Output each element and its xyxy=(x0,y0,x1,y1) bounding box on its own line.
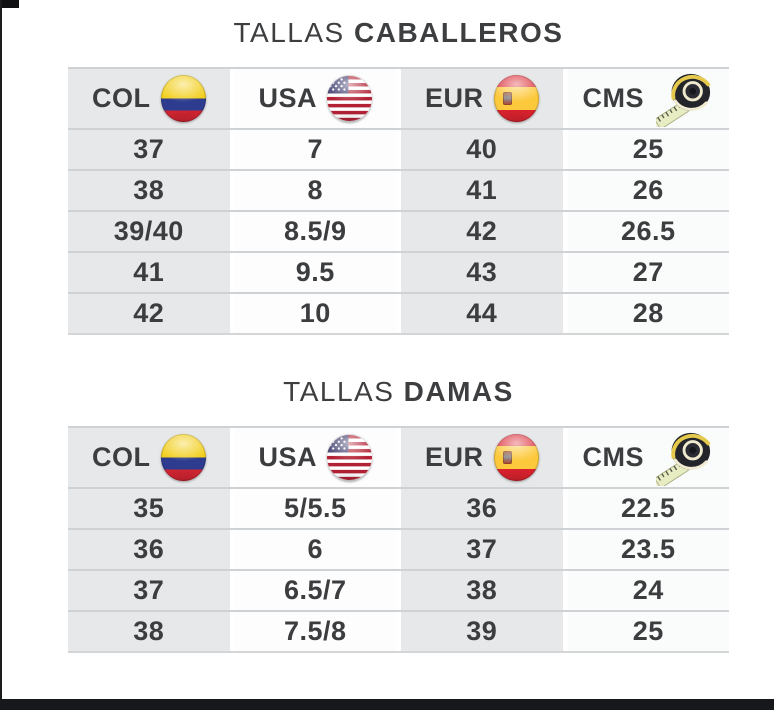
size-value-cell: 25 xyxy=(567,612,729,651)
header-cell-usa: USA xyxy=(234,69,396,128)
header-label-usa: USA xyxy=(258,83,317,113)
header-label-eur: EUR xyxy=(424,442,484,472)
size-table-damas: COL USA xyxy=(68,426,729,653)
size-value-cell: 22.5 xyxy=(567,489,729,528)
size-chart-sheet: TALLAS CABALLEROS COL USA xyxy=(68,0,729,653)
tape-measure-icon xyxy=(656,430,714,486)
size-value-cell: 38 xyxy=(68,612,230,651)
size-value-cell: 41 xyxy=(68,253,230,292)
size-value-cell: 7.5/8 xyxy=(234,612,396,651)
table-header-row: COL USA xyxy=(68,67,729,128)
header-label-cms: CMS xyxy=(582,83,644,113)
usa-flag-icon xyxy=(327,75,372,122)
header-cell-usa: USA xyxy=(234,428,396,487)
header-label-eur: EUR xyxy=(424,83,484,113)
table-body-damas: 35 5/5.5 36 22.5 36 6 37 23.5 37 6.5/7 38 24 38 7.5/8… xyxy=(68,487,729,651)
table-row: 36 6 37 23.5 xyxy=(68,528,729,569)
size-value-cell: 42 xyxy=(401,212,563,251)
scan-bottom-bar xyxy=(0,699,774,710)
spain-crest xyxy=(502,451,512,464)
header-cell-col: COL xyxy=(68,69,230,128)
header-cell-eur: EUR xyxy=(401,428,563,487)
title-word-regular: TALLAS xyxy=(283,376,395,407)
tape-measure-icon xyxy=(656,71,714,127)
size-value-cell: 39 xyxy=(401,612,563,651)
table-row: 37 6.5/7 38 24 xyxy=(68,569,729,610)
size-value-cell: 26.5 xyxy=(567,212,729,251)
table-header-row: COL USA xyxy=(68,426,729,487)
size-value-cell: 41 xyxy=(401,171,563,210)
usa-flag-icon xyxy=(327,434,372,481)
table-row: 42 10 44 28 xyxy=(68,292,729,333)
scan-corner-mark xyxy=(0,0,19,8)
size-value-cell: 36 xyxy=(401,489,563,528)
spain-crest xyxy=(502,92,512,105)
size-value-cell: 5/5.5 xyxy=(234,489,396,528)
size-value-cell: 25 xyxy=(567,130,729,169)
size-value-cell: 37 xyxy=(401,530,563,569)
table-row: 35 5/5.5 36 22.5 xyxy=(68,487,729,528)
header-cell-cms: CMS xyxy=(567,69,729,128)
table-title-damas: TALLAS DAMAS xyxy=(68,335,729,410)
table-title-caballeros: TALLAS CABALLEROS xyxy=(68,0,729,51)
size-value-cell: 28 xyxy=(567,294,729,333)
header-label-col: COL xyxy=(92,83,151,113)
size-value-cell: 27 xyxy=(567,253,729,292)
table-row: 38 8 41 26 xyxy=(68,169,729,210)
table-row: 37 7 40 25 xyxy=(68,128,729,169)
size-table-caballeros: COL USA xyxy=(68,67,729,335)
title-word-bold: DAMAS xyxy=(403,376,514,407)
table-row: 39/40 8.5/9 42 26.5 xyxy=(68,210,729,251)
header-cell-cms: CMS xyxy=(567,428,729,487)
size-value-cell: 37 xyxy=(68,130,230,169)
size-value-cell: 35 xyxy=(68,489,230,528)
size-value-cell: 24 xyxy=(567,571,729,610)
size-value-cell: 6.5/7 xyxy=(234,571,396,610)
size-value-cell: 43 xyxy=(401,253,563,292)
size-value-cell: 42 xyxy=(68,294,230,333)
table-row: 38 7.5/8 39 25 xyxy=(68,610,729,651)
scan-left-edge xyxy=(0,0,2,710)
size-value-cell: 44 xyxy=(401,294,563,333)
colombia-flag-icon xyxy=(160,75,206,122)
size-value-cell: 8.5/9 xyxy=(234,212,396,251)
size-value-cell: 26 xyxy=(567,171,729,210)
colombia-flag-icon xyxy=(160,434,206,481)
size-value-cell: 40 xyxy=(401,130,563,169)
header-label-cms: CMS xyxy=(582,442,644,472)
header-cell-eur: EUR xyxy=(401,69,563,128)
title-word-bold: CABALLEROS xyxy=(354,17,564,48)
size-value-cell: 38 xyxy=(401,571,563,610)
size-value-cell: 8 xyxy=(234,171,396,210)
title-word-regular: TALLAS xyxy=(233,17,345,48)
size-value-cell: 38 xyxy=(68,171,230,210)
header-cell-col: COL xyxy=(68,428,230,487)
spain-flag-icon xyxy=(493,75,539,122)
size-value-cell: 37 xyxy=(68,571,230,610)
table-body-caballeros: 37 7 40 25 38 8 41 26 39/40 8.5/9 42 26.5 41 9.5 43 27 4… xyxy=(68,128,729,333)
header-label-usa: USA xyxy=(258,442,317,472)
table-row: 41 9.5 43 27 xyxy=(68,251,729,292)
size-value-cell: 36 xyxy=(68,530,230,569)
size-value-cell: 7 xyxy=(234,130,396,169)
size-value-cell: 10 xyxy=(234,294,396,333)
size-value-cell: 39/40 xyxy=(68,212,230,251)
size-value-cell: 6 xyxy=(234,530,396,569)
spain-flag-icon xyxy=(493,434,539,481)
size-value-cell: 9.5 xyxy=(234,253,396,292)
size-value-cell: 23.5 xyxy=(567,530,729,569)
header-label-col: COL xyxy=(92,442,151,472)
